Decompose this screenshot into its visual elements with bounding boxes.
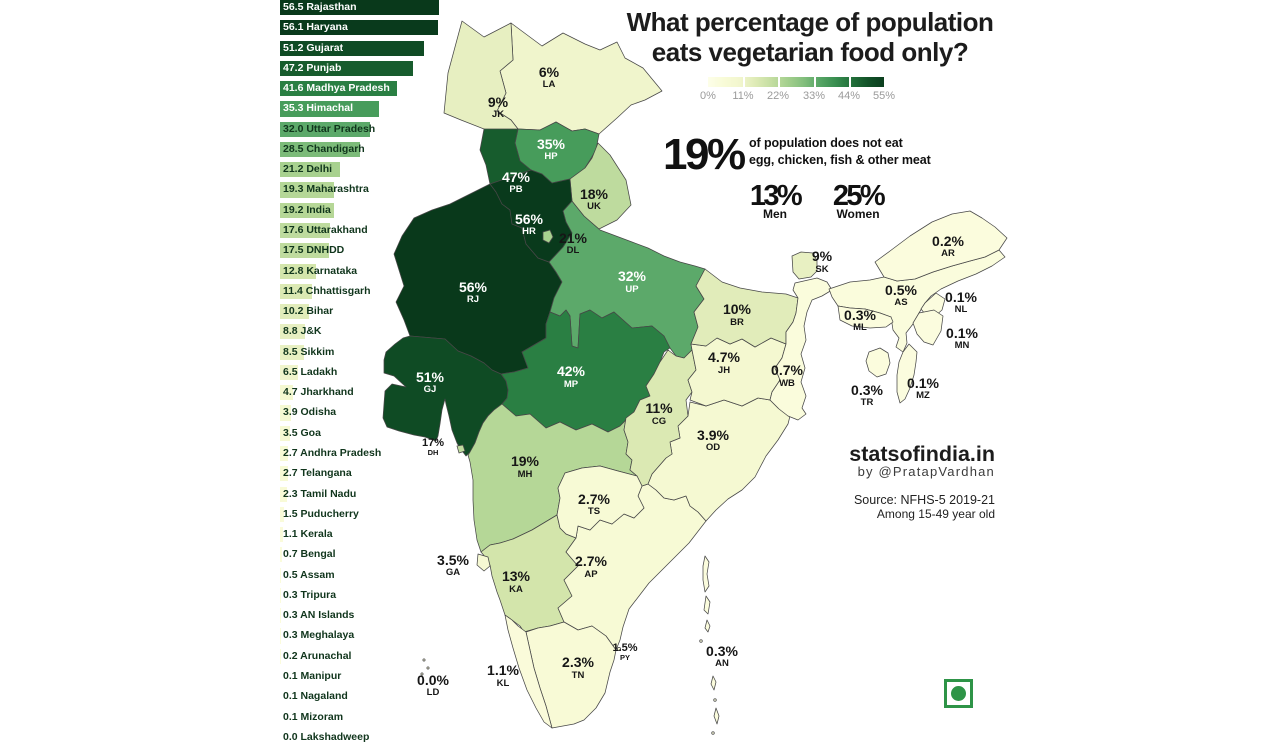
- svg-text:56%: 56%: [459, 279, 488, 295]
- svg-text:UK: UK: [587, 201, 601, 212]
- svg-text:HP: HP: [544, 151, 558, 162]
- svg-text:9%: 9%: [488, 94, 509, 110]
- svg-text:0.3%: 0.3%: [851, 382, 883, 398]
- svg-text:UP: UP: [625, 284, 639, 295]
- svg-text:JH: JH: [718, 365, 730, 376]
- svg-text:6%: 6%: [539, 64, 560, 80]
- svg-text:10%: 10%: [723, 301, 752, 317]
- svg-text:JK: JK: [492, 109, 504, 120]
- svg-text:2.7%: 2.7%: [575, 553, 607, 569]
- svg-text:WB: WB: [779, 378, 795, 389]
- svg-text:56%: 56%: [515, 211, 544, 227]
- svg-text:TN: TN: [572, 670, 585, 681]
- svg-text:MZ: MZ: [916, 390, 930, 401]
- svg-text:PY: PY: [620, 653, 630, 662]
- svg-text:HR: HR: [522, 226, 536, 237]
- svg-text:BR: BR: [730, 317, 744, 328]
- svg-text:0.3%: 0.3%: [844, 307, 876, 323]
- svg-text:MP: MP: [564, 379, 579, 390]
- svg-text:MN: MN: [955, 340, 970, 351]
- svg-text:DL: DL: [567, 245, 580, 256]
- svg-text:LD: LD: [427, 687, 440, 698]
- svg-text:RJ: RJ: [467, 294, 479, 305]
- svg-text:1.5%: 1.5%: [612, 642, 637, 654]
- svg-text:GA: GA: [446, 567, 460, 578]
- svg-text:21%: 21%: [559, 230, 588, 246]
- svg-text:0.7%: 0.7%: [771, 362, 803, 378]
- svg-text:42%: 42%: [557, 363, 586, 379]
- svg-text:GJ: GJ: [424, 384, 437, 395]
- svg-text:ML: ML: [853, 322, 867, 333]
- svg-text:13%: 13%: [502, 568, 531, 584]
- svg-text:SK: SK: [815, 264, 828, 275]
- svg-text:LA: LA: [543, 79, 556, 90]
- svg-text:9%: 9%: [812, 248, 833, 264]
- svg-text:AS: AS: [894, 297, 907, 308]
- svg-text:18%: 18%: [580, 186, 609, 202]
- svg-text:35%: 35%: [537, 136, 566, 152]
- svg-text:KA: KA: [509, 584, 523, 595]
- svg-text:3.9%: 3.9%: [697, 427, 729, 443]
- svg-text:TS: TS: [588, 506, 600, 517]
- svg-text:0.1%: 0.1%: [946, 325, 978, 341]
- svg-text:DH: DH: [428, 448, 439, 457]
- svg-text:32%: 32%: [618, 268, 647, 284]
- svg-text:0.5%: 0.5%: [885, 282, 917, 298]
- svg-text:19%: 19%: [511, 453, 540, 469]
- svg-text:0.2%: 0.2%: [932, 233, 964, 249]
- svg-text:AN: AN: [715, 658, 729, 669]
- svg-text:3.5%: 3.5%: [437, 552, 469, 568]
- svg-text:OD: OD: [706, 442, 720, 453]
- svg-text:AR: AR: [941, 248, 955, 259]
- svg-text:47%: 47%: [502, 169, 531, 185]
- svg-text:17%: 17%: [422, 437, 444, 449]
- svg-text:NL: NL: [955, 304, 968, 315]
- svg-text:MH: MH: [518, 469, 533, 480]
- svg-text:0.1%: 0.1%: [945, 289, 977, 305]
- svg-text:4.7%: 4.7%: [708, 349, 740, 365]
- svg-text:PB: PB: [509, 184, 522, 195]
- svg-text:0.0%: 0.0%: [417, 672, 449, 688]
- svg-text:11%: 11%: [645, 400, 673, 416]
- svg-text:TR: TR: [861, 397, 874, 408]
- svg-text:CG: CG: [652, 416, 666, 427]
- svg-text:2.7%: 2.7%: [578, 491, 610, 507]
- svg-text:0.3%: 0.3%: [706, 643, 738, 659]
- svg-text:AP: AP: [584, 569, 598, 580]
- svg-text:2.3%: 2.3%: [562, 654, 594, 670]
- svg-text:0.1%: 0.1%: [907, 375, 939, 391]
- svg-text:KL: KL: [497, 678, 510, 689]
- svg-text:51%: 51%: [416, 369, 445, 385]
- svg-text:1.1%: 1.1%: [487, 662, 519, 678]
